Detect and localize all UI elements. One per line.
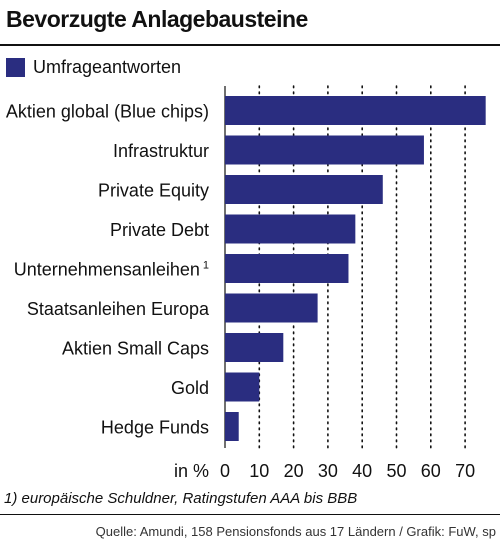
footer-rule (0, 514, 500, 515)
bar-chart: Aktien global (Blue chips) Infrastruktur P… (6, 85, 486, 480)
legend-label: Umfrageantworten (33, 56, 182, 77)
bar (225, 254, 349, 283)
category-label: Gold (171, 378, 209, 398)
category-label: Aktien global (Blue chips) (6, 102, 209, 122)
x-tick-label: 40 (352, 461, 372, 480)
category-label: Staatsanleihen Europa (27, 299, 210, 319)
source-credit: Quelle: Amundi, 158 Pensionsfonds aus 17… (95, 524, 496, 539)
x-tick-label: 0 (220, 461, 230, 480)
x-tick-label: 20 (284, 461, 304, 480)
x-tick-label: 50 (386, 461, 406, 480)
x-tick-label: 10 (249, 461, 269, 480)
x-tick-label: 60 (421, 461, 441, 480)
x-tick-label: 30 (318, 461, 338, 480)
bar (225, 412, 239, 441)
category-label: Private Debt (110, 220, 209, 240)
legend-swatch (6, 57, 25, 77)
bar (225, 214, 356, 244)
footnote-marker: 1 (203, 260, 209, 272)
bar (225, 372, 260, 402)
title-rule (0, 44, 500, 46)
bar (225, 135, 424, 165)
category-label: Private Equity (98, 181, 209, 201)
category-label: Unternehmensanleihen 1 (14, 260, 209, 280)
legend: Umfrageantworten (6, 55, 181, 79)
bar (225, 175, 383, 204)
x-axis-label: in % (174, 461, 209, 480)
category-label: Infrastruktur (113, 141, 209, 161)
x-tick-label: 70 (455, 461, 475, 480)
chart-title: Bevorzugte Anlagebausteine (6, 6, 308, 32)
bar (225, 96, 486, 125)
footnote: 1) europäische Schuldner, Ratingstufen A… (4, 490, 358, 507)
category-label: Aktien Small Caps (62, 339, 209, 359)
bar (225, 333, 284, 362)
bar (225, 293, 318, 323)
category-label: Hedge Funds (101, 418, 209, 438)
